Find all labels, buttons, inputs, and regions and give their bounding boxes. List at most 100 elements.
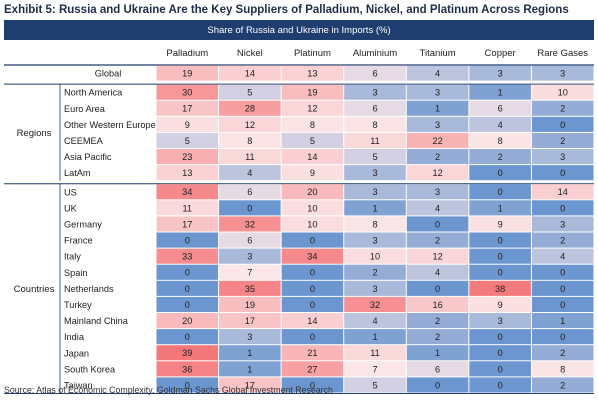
- heatmap-cell: [219, 165, 281, 181]
- heatmap-cell: [469, 377, 531, 393]
- heatmap-cell: [406, 377, 469, 393]
- cell-value: 17: [245, 316, 255, 326]
- heatmap-cell: [156, 329, 219, 345]
- cell-value: 14: [245, 68, 255, 78]
- heatmap-cell: [281, 280, 344, 296]
- heatmap-cell: [219, 280, 281, 296]
- heatmap-cell: [406, 100, 469, 116]
- super-header: Share of Russia and Ukraine in Imports (…: [4, 21, 594, 40]
- cell-value: 39: [182, 348, 192, 358]
- heatmap-cell: [219, 200, 281, 216]
- cell-value: 32: [370, 300, 380, 310]
- row-label: Japan: [64, 348, 89, 358]
- cell-value: 2: [560, 380, 565, 390]
- cell-value: 6: [372, 68, 377, 78]
- heatmap-cell: [219, 232, 281, 248]
- cell-value: 0: [185, 300, 190, 310]
- cell-value: 3: [435, 88, 440, 98]
- heatmap-cell: [531, 264, 594, 280]
- heatmap-cell: [156, 313, 219, 329]
- heatmap-cell: [531, 65, 594, 81]
- heatmap-cell: [219, 149, 281, 165]
- heatmap-cell: [469, 345, 531, 361]
- cell-value: 6: [435, 364, 440, 374]
- cell-value: 2: [372, 268, 377, 278]
- heatmap-cell: [156, 296, 219, 312]
- cell-value: 33: [182, 252, 192, 262]
- heatmap-cell: [344, 132, 406, 148]
- cell-value: 4: [372, 316, 377, 326]
- row-label: South Korea: [64, 364, 116, 374]
- heatmap-cell: [344, 345, 406, 361]
- header-row-bg: [4, 40, 594, 65]
- cell-value: 2: [498, 152, 503, 162]
- heatmap-cell: [156, 280, 219, 296]
- cell-value: 8: [560, 364, 565, 374]
- heatmap-cell: [469, 149, 531, 165]
- cell-value: 32: [245, 219, 255, 229]
- cell-value: 0: [310, 284, 315, 294]
- heatmap-cell: [469, 184, 531, 200]
- heatmap-cell: [531, 116, 594, 132]
- heatmap-cell: [281, 116, 344, 132]
- heatmap-cell: [406, 200, 469, 216]
- heatmap-cell: [469, 264, 531, 280]
- heatmap-cell: [531, 280, 594, 296]
- cell-value: 0: [498, 332, 503, 342]
- heatmap-cell: [469, 200, 531, 216]
- heatmap-cell: [406, 132, 469, 148]
- heatmap-cell: [156, 248, 219, 264]
- heatmap-cell: [344, 248, 406, 264]
- cell-value: 10: [307, 203, 317, 213]
- cell-value: 0: [498, 252, 503, 262]
- heatmap-cell: [531, 361, 594, 377]
- heatmap-cell: [344, 329, 406, 345]
- heatmap-cell: [469, 232, 531, 248]
- cell-value: 6: [372, 104, 377, 114]
- row-label: UK: [64, 203, 78, 213]
- heatmap-cell: [469, 132, 531, 148]
- cell-value: 0: [185, 268, 190, 278]
- cell-value: 2: [435, 316, 440, 326]
- cell-value: 2: [560, 104, 565, 114]
- cell-value: 1: [247, 364, 252, 374]
- heatmap-cell: [281, 65, 344, 81]
- cell-value: 0: [435, 380, 440, 390]
- cell-value: 3: [372, 235, 377, 245]
- row-label: India: [64, 332, 85, 342]
- cell-value: 27: [307, 364, 317, 374]
- heatmap-cell: [219, 184, 281, 200]
- heatmap-cell: [531, 248, 594, 264]
- cell-value: 14: [558, 187, 568, 197]
- heatmap-cell: [406, 184, 469, 200]
- cell-value: 0: [560, 203, 565, 213]
- cell-value: 0: [247, 203, 252, 213]
- row-label: Germany: [64, 219, 102, 229]
- cell-value: 1: [435, 104, 440, 114]
- heatmap-cell: [406, 216, 469, 232]
- cell-value: 8: [247, 136, 252, 146]
- heatmap-cell: [281, 313, 344, 329]
- heatmap-cell: [281, 200, 344, 216]
- heatmap-cell: [406, 84, 469, 100]
- heatmap-cell: [344, 216, 406, 232]
- cell-value: 11: [183, 203, 193, 213]
- heatmap-cell: [219, 84, 281, 100]
- heatmap-cell: [219, 361, 281, 377]
- cell-value: 0: [560, 120, 565, 130]
- heatmap-cell: [156, 184, 219, 200]
- cell-value: 0: [498, 187, 503, 197]
- heatmap-cell: [406, 345, 469, 361]
- cell-value: 0: [310, 300, 315, 310]
- cell-value: 0: [185, 284, 190, 294]
- row-label: Other Western Europe: [64, 120, 156, 130]
- heatmap-cell: [281, 329, 344, 345]
- cell-value: 9: [310, 168, 315, 178]
- row-label: Mainland China: [64, 316, 129, 326]
- cell-value: 22: [432, 136, 442, 146]
- heatmap-cell: [281, 361, 344, 377]
- heatmap-cell: [406, 149, 469, 165]
- heatmap-cell: [281, 345, 344, 361]
- cell-value: 3: [435, 120, 440, 130]
